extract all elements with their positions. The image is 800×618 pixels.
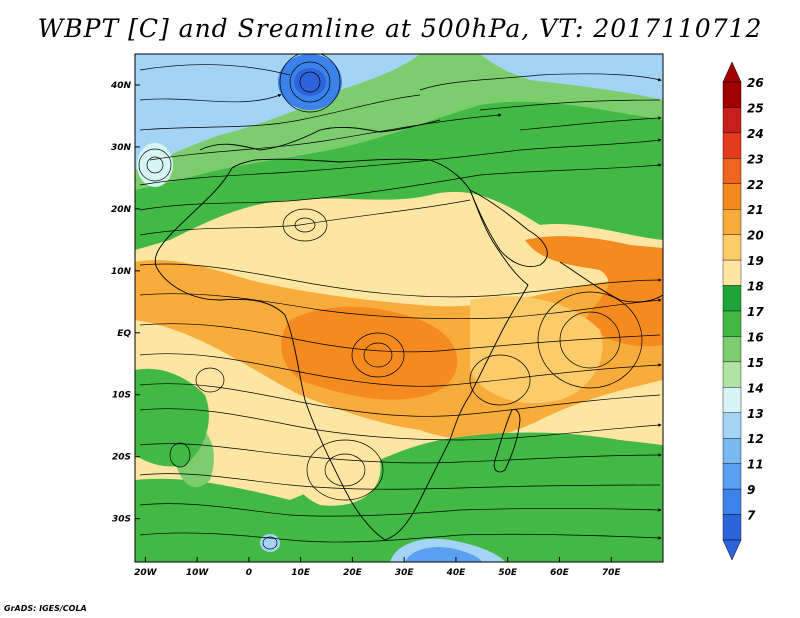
wbpt-green-south xyxy=(135,432,663,562)
colorbar-swatch xyxy=(722,107,742,134)
map-frame xyxy=(134,53,664,563)
colorbar-label: 15 xyxy=(747,356,764,370)
colorbar-label: 17 xyxy=(747,305,764,319)
lat-label: 30S xyxy=(112,515,131,525)
wbpt-blue-south-core xyxy=(405,547,482,562)
colorbar-swatch xyxy=(722,336,742,363)
colorbar-swatch xyxy=(722,412,742,439)
colorbar-swatch xyxy=(722,463,742,490)
lon-label: 50E xyxy=(498,568,518,578)
colorbar-label: 11 xyxy=(747,458,764,472)
colorbar: 26 25 24 23 22 21 20 19 18 17 16 15 14 13 12 11 9 7 xyxy=(722,61,764,561)
colorbar-swatch xyxy=(722,361,742,388)
lon-label: 20W xyxy=(134,568,158,578)
colorbar-swatch xyxy=(722,488,742,515)
colorbar-label: 25 xyxy=(747,101,764,115)
colorbar-swatch xyxy=(722,132,742,159)
wbpt-blue-northwest xyxy=(135,54,420,170)
wbpt-blue-patch xyxy=(137,143,173,187)
longitude-axis: 20W 10W 0 10E 20E 30E 40E 50E 60E 70E xyxy=(134,557,621,578)
lon-label: 40E xyxy=(446,568,467,578)
colorbar-swatch xyxy=(722,234,742,261)
colorbar-label: 13 xyxy=(747,407,764,421)
colorbar-label: 20 xyxy=(747,229,764,243)
colorbar-swatch xyxy=(722,438,742,464)
europe-coastline xyxy=(199,119,441,151)
lat-label: 40N xyxy=(110,81,132,91)
colorbar-label: 21 xyxy=(747,203,764,217)
colorbar-label: 19 xyxy=(747,254,764,268)
lon-label: 0 xyxy=(246,568,252,578)
colorbar-swatch xyxy=(722,81,742,108)
wbpt-yellow-south xyxy=(288,436,381,506)
colorbar-swatch xyxy=(722,158,742,184)
lat-label: 30N xyxy=(111,143,132,153)
wbpt-darkorange-east xyxy=(525,236,663,347)
colorbar-label: 16 xyxy=(747,330,764,344)
streamlines xyxy=(138,54,662,550)
lon-label: 30E xyxy=(395,568,415,578)
lat-label: 20S xyxy=(112,453,131,463)
colorbar-label: 9 xyxy=(747,483,755,497)
wbpt-low-core-inner xyxy=(294,68,326,96)
lon-label: 20E xyxy=(343,568,363,578)
africa-coastline xyxy=(154,158,529,541)
colorbar-label: 26 xyxy=(747,76,764,90)
colorbar-swatch xyxy=(722,285,742,312)
colorbar-swatch xyxy=(722,209,742,235)
asia-coastline xyxy=(559,261,663,303)
colorbar-label: 18 xyxy=(747,280,764,294)
madagascar-coastline xyxy=(493,409,521,473)
grads-credit: GrADS: IGES/COLA xyxy=(4,604,87,613)
colorbar-swatch xyxy=(722,387,742,413)
colorbar-swatch xyxy=(722,183,742,210)
lon-label: 10E xyxy=(291,568,311,578)
wbpt-yellow-east xyxy=(470,296,603,404)
coastlines xyxy=(154,119,663,541)
wbpt-blue-northeast xyxy=(480,54,663,100)
colorbar-label: 12 xyxy=(747,432,764,446)
latitude-axis: 40N 30N 20N 10N EQ 10S 20S 30S xyxy=(110,81,140,525)
colorbar-swatch xyxy=(722,310,742,337)
lon-label: 70E xyxy=(602,568,622,578)
colorbar-swatch xyxy=(722,514,742,541)
colorbar-label: 24 xyxy=(747,127,764,141)
wbpt-field xyxy=(135,54,663,562)
lat-label: 20N xyxy=(111,205,132,215)
colorbar-label: 7 xyxy=(747,509,756,523)
lon-label: 60E xyxy=(550,568,570,578)
colorbar-label: 23 xyxy=(747,152,764,166)
lon-label: 10W xyxy=(186,568,210,578)
arabia-coastline xyxy=(469,189,548,267)
colorbar-label: 22 xyxy=(747,178,764,192)
colorbar-min-arrow xyxy=(722,539,742,561)
lat-label: EQ xyxy=(117,329,131,339)
lat-label: 10S xyxy=(112,391,131,401)
chart-title: WBPT [C] and Sreamline at 500hPa, VT: 20… xyxy=(37,14,763,43)
colorbar-label: 14 xyxy=(747,381,764,395)
wbpt-green-southwest xyxy=(135,368,209,467)
colorbar-max-arrow xyxy=(722,61,742,83)
colorbar-swatch xyxy=(722,259,742,286)
lat-label: 10N xyxy=(111,267,132,277)
